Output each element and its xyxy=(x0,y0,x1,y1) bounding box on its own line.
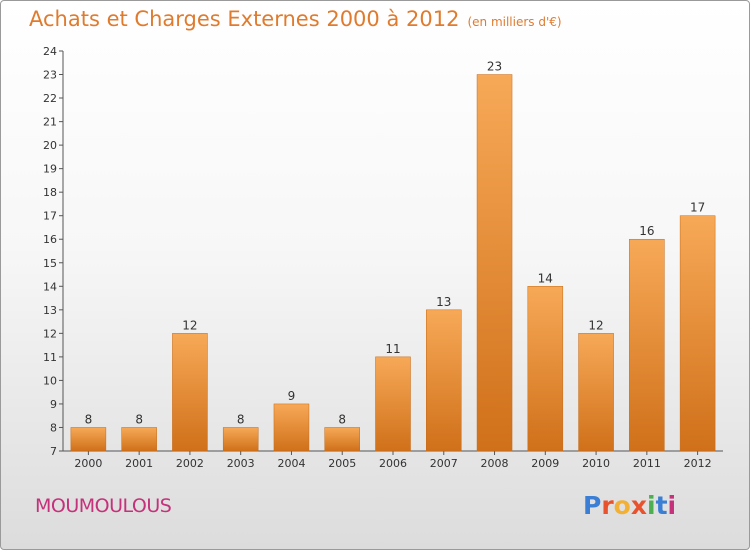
commune-name: MOUMOULOUS xyxy=(35,495,172,517)
y-tick-label: 17 xyxy=(43,210,57,223)
chart-axes: 7 8 9 10 11 12 13 14 15 16 17 18 19 20 21 22 23 24 xyxy=(43,45,723,458)
y-tick-label: 8 xyxy=(50,421,57,434)
y-tick-label: 21 xyxy=(43,116,57,129)
bar-value-label: 12 xyxy=(182,318,197,332)
bar xyxy=(426,309,462,452)
y-tick-label: 22 xyxy=(43,92,57,105)
bar xyxy=(222,427,259,452)
x-tick-label: 2000 xyxy=(74,457,102,470)
bar xyxy=(679,215,716,452)
y-tick-label: 10 xyxy=(43,374,57,387)
x-tick-label: 2007 xyxy=(430,457,458,470)
y-tick-label: 7 xyxy=(50,445,57,458)
logo-letter: x xyxy=(630,491,647,520)
y-tick-label: 15 xyxy=(43,257,57,270)
bar-value-label: 17 xyxy=(690,201,705,215)
bar xyxy=(629,238,665,452)
x-tick-label: 2004 xyxy=(277,457,305,470)
bar-value-label: 14 xyxy=(538,271,553,285)
y-tick-label: 12 xyxy=(43,327,57,340)
chart-title: Achats et Charges Externes 2000 à 2012 (e… xyxy=(29,7,562,31)
y-tick-label: 20 xyxy=(43,139,57,152)
bar-value-label: 8 xyxy=(85,412,93,426)
x-tick-label: 2005 xyxy=(328,457,356,470)
bar xyxy=(375,356,411,452)
bar-value-label: 12 xyxy=(588,318,603,332)
logo-letter: o xyxy=(613,491,631,520)
bar xyxy=(324,427,360,452)
chart-subtitle: (en milliers d'€) xyxy=(467,15,562,29)
bar-value-label: 9 xyxy=(288,389,296,403)
logo-letter: t xyxy=(655,491,668,520)
y-tick-label: 14 xyxy=(43,280,57,293)
bar-value-label: 11 xyxy=(385,342,400,356)
bar-value-label: 8 xyxy=(338,412,346,426)
x-tick-label: 2002 xyxy=(176,457,204,470)
bar-value-label: 23 xyxy=(487,60,502,74)
chart-bars xyxy=(70,74,716,452)
x-tick-label: 2011 xyxy=(633,457,661,470)
proxiti-logo: Proxiti xyxy=(583,491,676,520)
bar-value-label: 8 xyxy=(237,412,245,426)
logo-letter: i xyxy=(647,491,656,520)
bar xyxy=(527,286,564,452)
x-tick-label: 2012 xyxy=(684,457,712,470)
y-tick-label: 16 xyxy=(43,233,57,246)
y-tick-label: 19 xyxy=(43,163,57,176)
logo-letter: P xyxy=(583,491,602,520)
x-tick-label: 2010 xyxy=(582,457,610,470)
bar xyxy=(273,403,310,452)
x-tick-label: 2008 xyxy=(481,457,509,470)
x-tick-label: 2009 xyxy=(531,457,559,470)
y-tick-label: 9 xyxy=(50,398,57,411)
bar xyxy=(70,427,107,452)
x-tick-label: 2001 xyxy=(125,457,153,470)
y-tick-label: 18 xyxy=(43,186,57,199)
bar-value-label: 8 xyxy=(135,412,143,426)
bar xyxy=(578,333,614,452)
logo-letter: r xyxy=(601,491,614,520)
bar-value-label: 16 xyxy=(639,224,654,238)
chart-labels: 8 2000 8 2001 12 2002 8 2003 9 2004 8 2005 11 2006 13 2… xyxy=(74,60,711,470)
bar xyxy=(121,427,157,452)
y-tick-label: 24 xyxy=(43,45,57,58)
x-tick-label: 2006 xyxy=(379,457,407,470)
bar-value-label: 13 xyxy=(436,295,451,309)
y-tick-label: 13 xyxy=(43,304,57,317)
x-tick-label: 2003 xyxy=(227,457,255,470)
bar xyxy=(172,333,208,452)
chart-title-text: Achats et Charges Externes 2000 à 2012 xyxy=(29,7,460,31)
bar xyxy=(476,74,513,452)
logo-letter: i xyxy=(667,491,677,520)
y-tick-label: 11 xyxy=(43,351,57,364)
y-tick-label: 23 xyxy=(43,69,57,82)
